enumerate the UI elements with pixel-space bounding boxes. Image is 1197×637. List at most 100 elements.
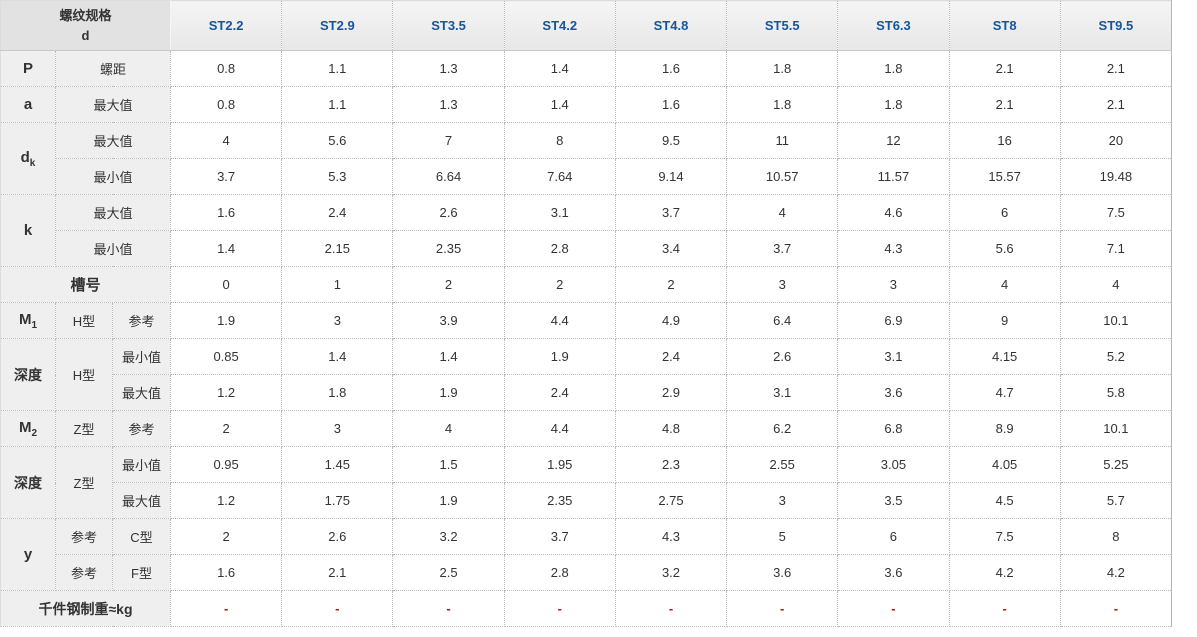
data-cell: 3 <box>726 266 839 303</box>
data-cell: 1.3 <box>392 86 505 123</box>
row-sublabel: Z型 <box>55 446 113 519</box>
data-cell: 1.9 <box>169 302 283 339</box>
data-cell: 1.8 <box>281 374 394 411</box>
data-cell: 1.6 <box>169 554 283 591</box>
table-row: k 最大值 1.6 2.4 2.6 3.1 3.7 4 4.6 6 7.5 <box>0 194 1173 267</box>
data-cell: 3.7 <box>726 230 839 267</box>
data-cell: 4.05 <box>948 446 1061 483</box>
data-cell: 2.4 <box>614 338 728 375</box>
data-cell: 3 <box>837 266 950 303</box>
data-cell: 4.15 <box>948 338 1061 375</box>
data-cell: 10.57 <box>726 158 839 195</box>
data-cell: 2.1 <box>948 50 1061 87</box>
data-cell: 3.6 <box>837 374 950 411</box>
row-label: P <box>0 50 56 87</box>
row-sublabel: 参考 <box>112 302 171 339</box>
data-cell: 11 <box>726 122 839 159</box>
data-cell: 5.8 <box>1059 374 1173 411</box>
data-cell: 9.5 <box>614 122 728 159</box>
data-cell: 2.75 <box>614 482 728 519</box>
data-cell: 2 <box>169 518 283 555</box>
data-cell: 3 <box>281 302 394 339</box>
data-cell: 3.5 <box>837 482 950 519</box>
data-cell: 1.3 <box>392 50 505 87</box>
data-cell: 2.5 <box>392 554 505 591</box>
row-sublabel: 最大值 <box>55 122 171 159</box>
data-cell: 1.9 <box>392 482 505 519</box>
data-cell: 7.5 <box>948 518 1061 555</box>
data-cell: 6 <box>948 194 1061 231</box>
row-sublabel: H型 <box>55 338 113 411</box>
row-sublabel: Z型 <box>55 410 113 447</box>
data-cell: 0.8 <box>169 50 283 87</box>
column-header: ST3.5 <box>392 0 505 51</box>
data-cell: 4.8 <box>614 410 728 447</box>
data-cell: 1.4 <box>503 86 616 123</box>
data-cell: 2.6 <box>392 194 505 231</box>
data-cell: 6.64 <box>392 158 505 195</box>
row-label: M2 <box>0 410 56 447</box>
data-cell: 6 <box>837 518 950 555</box>
row-sublabel: 最小值 <box>55 230 171 267</box>
data-cell: 2.9 <box>614 374 728 411</box>
column-header: ST6.3 <box>837 0 950 51</box>
row-sublabel: 螺距 <box>55 50 171 87</box>
data-cell: 3.6 <box>837 554 950 591</box>
data-cell: 4.3 <box>614 518 728 555</box>
table-row: 千件钢制重≈kg - - - - - - - - - <box>0 590 1173 627</box>
data-cell: 2.4 <box>503 374 616 411</box>
data-cell: 4.7 <box>948 374 1061 411</box>
data-cell: 5.25 <box>1059 446 1173 483</box>
data-cell: 4 <box>392 410 505 447</box>
data-cell: 15.57 <box>948 158 1061 195</box>
data-cell: 1.1 <box>281 50 394 87</box>
data-cell: 6.2 <box>726 410 839 447</box>
column-header: ST2.9 <box>281 0 394 51</box>
empty-value: - <box>281 590 394 627</box>
data-cell: 1.75 <box>281 482 394 519</box>
table-row: 槽号 0 1 2 2 2 3 3 4 4 <box>0 266 1173 303</box>
empty-value: - <box>837 590 950 627</box>
row-sublabel: 参考 <box>55 518 113 555</box>
row-label: 槽号 <box>0 266 171 303</box>
data-cell: 4 <box>726 194 839 231</box>
table-row: a 最大值 0.8 1.1 1.3 1.4 1.6 1.8 1.8 2.1 2.… <box>0 86 1173 123</box>
data-cell: 1.6 <box>169 194 283 231</box>
data-cell: 4.6 <box>837 194 950 231</box>
row-sublabel: H型 <box>55 302 113 339</box>
table-row: P 螺距 0.8 1.1 1.3 1.4 1.6 1.8 1.8 2.1 2.1 <box>0 50 1173 87</box>
data-cell: 10.1 <box>1059 410 1173 447</box>
row-sublabel: 最大值 <box>55 194 171 231</box>
table-row: 最大值 1.2 1.8 1.9 2.4 2.9 3.1 3.6 4.7 5.8 <box>1 374 1173 411</box>
table-row: 最小值 3.7 5.3 6.64 7.64 9.14 10.57 11.57 1… <box>1 158 1173 195</box>
row-sublabel: 参考 <box>112 410 171 447</box>
data-cell: 2.35 <box>503 482 616 519</box>
data-cell: 9 <box>948 302 1061 339</box>
data-cell: 2.4 <box>281 194 394 231</box>
row-sublabel: 最大值 <box>112 482 171 519</box>
data-cell: 0.85 <box>169 338 283 375</box>
data-cell: 9.14 <box>614 158 728 195</box>
data-cell: 3.9 <box>392 302 505 339</box>
data-cell: 3.7 <box>614 194 728 231</box>
row-sublabel: 最小值 <box>55 158 171 195</box>
column-header: ST9.5 <box>1059 0 1173 51</box>
data-cell: 0.95 <box>169 446 283 483</box>
data-cell: 5.6 <box>281 122 394 159</box>
data-cell: 3.4 <box>614 230 728 267</box>
empty-value: - <box>948 590 1061 627</box>
empty-value: - <box>1059 590 1173 627</box>
table-row: 最小值 1.4 2.15 2.35 2.8 3.4 3.7 4.3 5.6 7.… <box>1 230 1173 267</box>
data-cell: 1.9 <box>392 374 505 411</box>
data-cell: 4.2 <box>948 554 1061 591</box>
data-cell: 2 <box>503 266 616 303</box>
data-cell: 2.15 <box>281 230 394 267</box>
data-cell: 0.8 <box>169 86 283 123</box>
data-cell: 2.6 <box>726 338 839 375</box>
corner-line1: 螺纹规格 <box>59 8 112 23</box>
data-cell: 1.4 <box>169 230 283 267</box>
data-cell: 2.1 <box>1059 86 1173 123</box>
column-header: ST2.2 <box>169 0 283 51</box>
table-row: 参考 F型 1.6 2.1 2.5 2.8 3.2 3.6 3.6 4.2 4.… <box>1 554 1173 591</box>
